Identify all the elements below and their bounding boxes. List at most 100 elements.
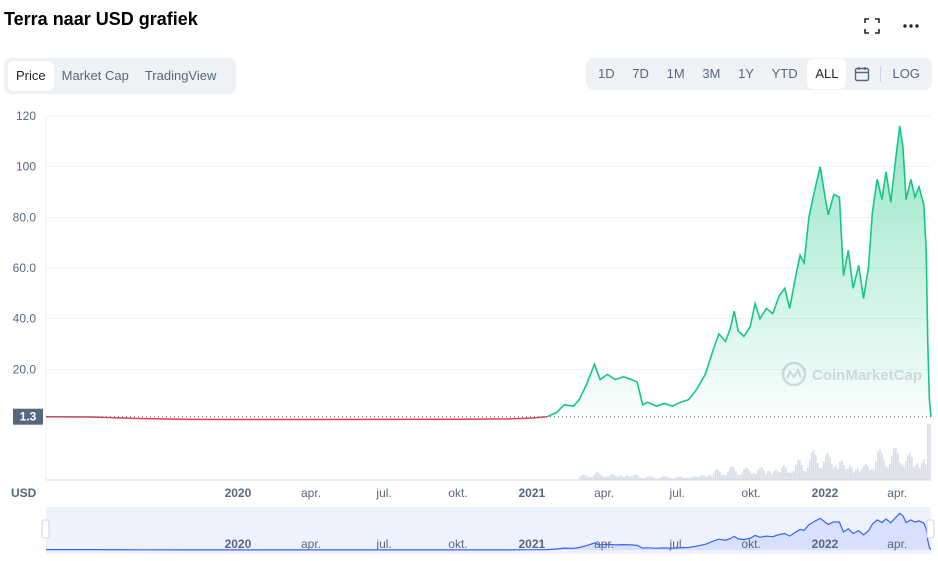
range-all[interactable]: ALL — [807, 59, 847, 89]
volume-bar — [651, 476, 653, 480]
volume-bar — [793, 470, 795, 480]
tab-tradingview[interactable]: TradingView — [144, 68, 217, 83]
volume-bar — [639, 477, 641, 480]
volume-bar — [913, 466, 915, 480]
navigator-tick-label: jul. — [375, 537, 391, 551]
range-ytd[interactable]: YTD — [771, 66, 798, 81]
x-tick-label: 2020 — [225, 486, 252, 500]
range-1d[interactable]: 1D — [598, 66, 615, 81]
volume-bar — [873, 469, 875, 480]
volume-bar — [905, 461, 907, 480]
volume-bar — [579, 476, 581, 480]
log-toggle[interactable]: LOG — [892, 66, 920, 81]
volume-bar — [907, 455, 909, 480]
volume-bar — [663, 476, 665, 480]
volume-bar — [827, 453, 829, 480]
volume-bar — [605, 476, 607, 480]
volume-bar — [701, 475, 703, 480]
volume-bar — [841, 460, 843, 480]
range-7d[interactable]: 7D — [632, 66, 649, 81]
navigator-tick-label: 2021 — [519, 537, 546, 551]
volume-bar — [899, 462, 901, 480]
volume-bar — [889, 463, 891, 480]
volume-bar — [757, 470, 759, 480]
volume-bar — [821, 467, 823, 480]
volume-bar — [843, 464, 845, 480]
volume-bar — [581, 475, 583, 480]
calendar-icon[interactable] — [848, 59, 876, 89]
volume-bar — [741, 472, 743, 480]
volume-bar — [857, 468, 859, 480]
volume-bar — [737, 474, 739, 480]
volume-bar — [817, 463, 819, 480]
volume-bar — [717, 469, 719, 480]
range-1m[interactable]: 1M — [666, 66, 685, 81]
more-horizontal-icon[interactable] — [899, 14, 923, 38]
volume-bar — [823, 461, 825, 480]
volume-bar — [625, 475, 627, 480]
volume-bar — [849, 465, 851, 480]
volume-bar — [703, 475, 705, 480]
chart-type-tabs: Price Market Cap TradingView — [4, 58, 236, 94]
volume-bar — [667, 477, 669, 480]
volume-bar — [707, 475, 709, 480]
volume-bar — [775, 469, 777, 480]
volume-bar — [811, 452, 813, 480]
navigator-left-handle[interactable] — [41, 519, 50, 539]
x-tick-label: apr. — [887, 486, 907, 500]
volume-bar — [831, 464, 833, 480]
volume-bar — [897, 453, 899, 480]
volume-bar — [723, 475, 725, 480]
volume-bar — [705, 477, 707, 480]
volume-bar — [925, 464, 927, 480]
volume-bar — [787, 472, 789, 480]
volume-bar — [783, 465, 785, 480]
volume-bar — [847, 468, 849, 480]
tab-price[interactable]: Price — [8, 61, 54, 91]
volume-bar — [649, 476, 651, 480]
volume-bar — [609, 475, 611, 480]
volume-bar — [801, 465, 803, 480]
volume-bar — [761, 467, 763, 480]
volume-bar — [833, 467, 835, 480]
volume-bar — [871, 469, 873, 480]
volume-bar — [745, 467, 747, 480]
range-1y[interactable]: 1Y — [738, 66, 754, 81]
volume-bar — [837, 469, 839, 480]
fullscreen-icon[interactable] — [860, 14, 884, 38]
volume-bar — [751, 474, 753, 480]
volume-bar — [895, 447, 897, 480]
volume-bar — [781, 467, 783, 480]
volume-bar — [641, 477, 643, 480]
x-tick-label: okt. — [448, 486, 467, 500]
range-3m[interactable]: 3M — [702, 66, 721, 81]
navigator-right-handle[interactable] — [926, 519, 935, 539]
volume-bar — [679, 476, 681, 480]
navigator-tick-label: apr. — [887, 537, 907, 551]
currency-label: USD — [11, 486, 37, 500]
x-tick-label: okt. — [741, 486, 760, 500]
volume-bar — [603, 477, 605, 480]
volume-bar — [869, 470, 871, 480]
volume-bar — [589, 477, 591, 480]
volume-bar — [863, 465, 865, 480]
volume-bar — [699, 476, 701, 480]
volume-bar — [653, 477, 655, 480]
volume-bar — [627, 475, 629, 480]
volume-bar — [673, 478, 675, 480]
x-tick-label: apr. — [301, 486, 321, 500]
volume-bar — [615, 476, 617, 480]
volume-bar — [727, 471, 729, 480]
volume-bar — [583, 474, 585, 480]
volume-bar — [813, 450, 815, 480]
volume-bar — [909, 452, 911, 480]
volume-bar — [611, 474, 613, 480]
volume-bar — [691, 477, 693, 480]
tab-market-cap[interactable]: Market Cap — [61, 68, 129, 83]
y-tick-label: 80.0 — [13, 210, 37, 224]
watermark-text: CoinMarketCap — [812, 367, 922, 384]
volume-bar — [619, 475, 621, 480]
volume-bar — [585, 475, 587, 480]
volume-bar — [929, 424, 931, 480]
